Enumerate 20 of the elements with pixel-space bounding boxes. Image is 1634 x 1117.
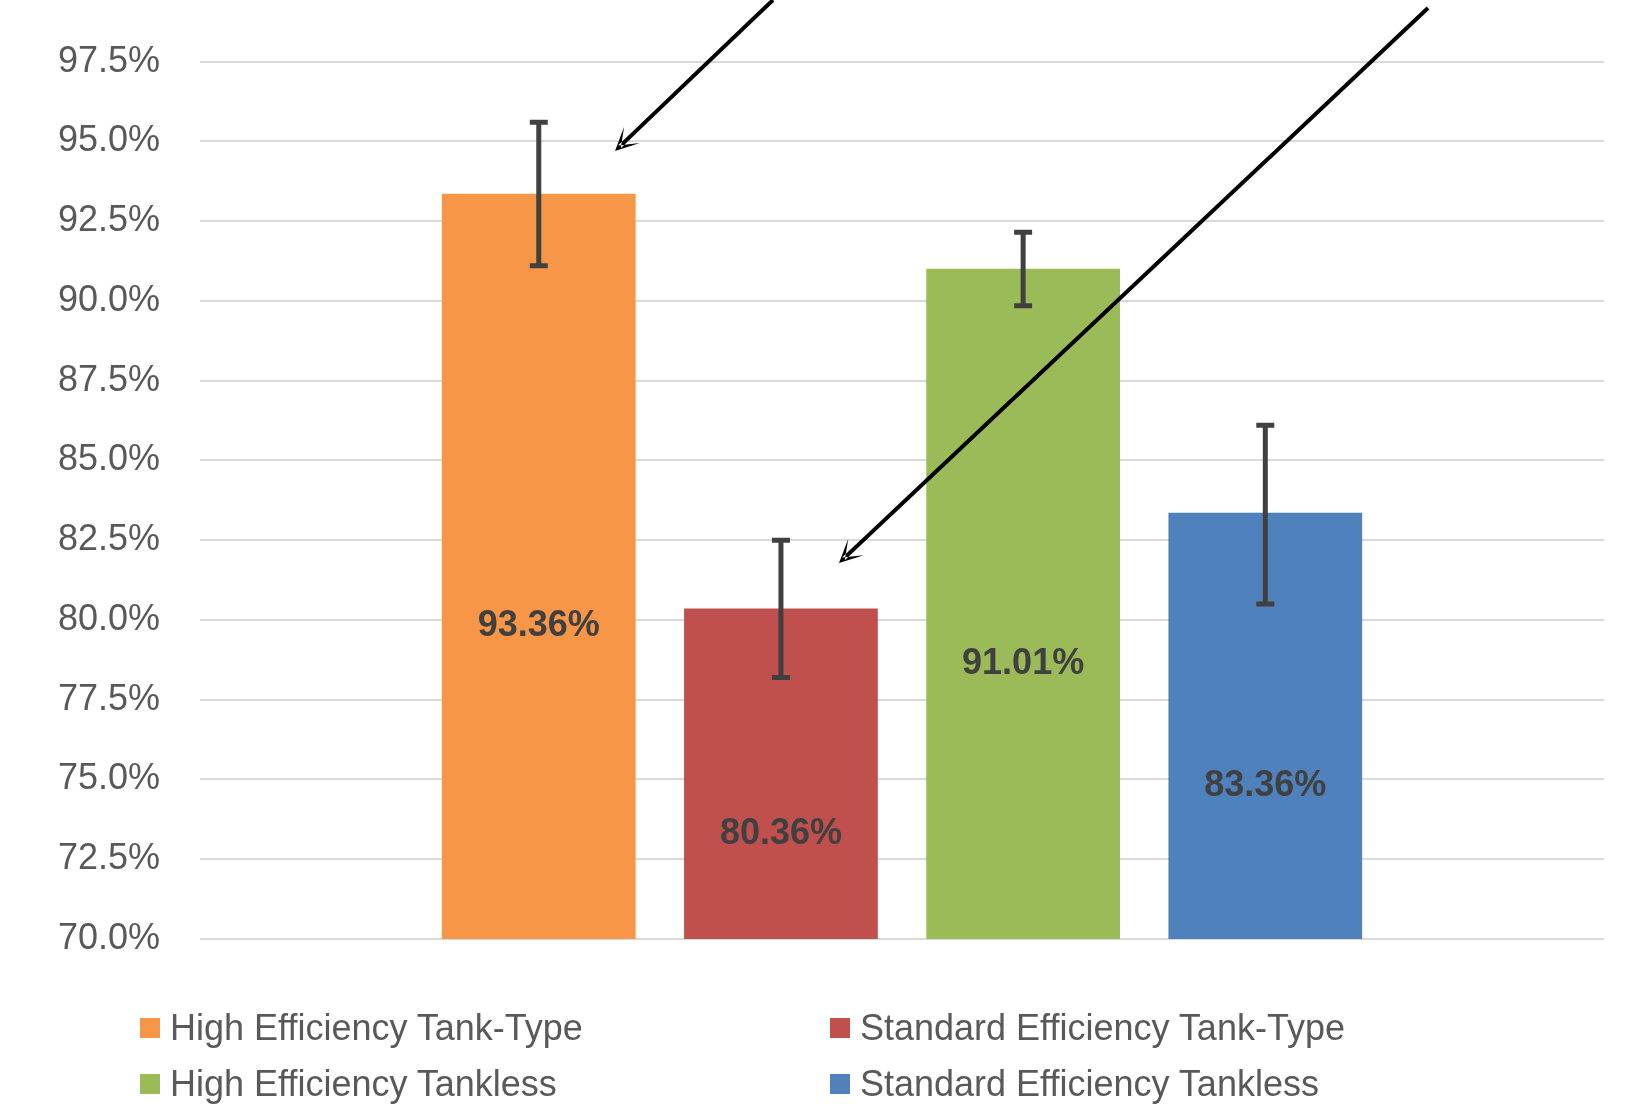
legend-label: High Efficiency Tankless bbox=[170, 1063, 557, 1105]
data-label: 83.36% bbox=[1204, 762, 1327, 804]
y-tick-label: 87.5% bbox=[58, 357, 161, 399]
legend-label: Standard Efficiency Tank-Type bbox=[860, 1007, 1345, 1049]
legend-label: High Efficiency Tank-Type bbox=[170, 1007, 583, 1049]
y-tick-label: 72.5% bbox=[58, 836, 161, 878]
y-tick-label: 85.0% bbox=[58, 437, 161, 479]
y-tick-label: 97.5% bbox=[58, 38, 161, 80]
data-label: 93.36% bbox=[477, 603, 600, 645]
y-tick-label: 75.0% bbox=[58, 756, 161, 798]
y-tick-label: 90.0% bbox=[58, 277, 161, 319]
y-tick-label: 92.5% bbox=[58, 198, 161, 240]
y-tick-label: 70.0% bbox=[58, 915, 161, 957]
legend-label: Standard Efficiency Tankless bbox=[860, 1063, 1319, 1105]
y-tick-label: 95.0% bbox=[58, 118, 161, 160]
data-label: 80.36% bbox=[719, 810, 842, 852]
y-tick-label: 82.5% bbox=[58, 517, 161, 559]
y-tick-label: 77.5% bbox=[58, 676, 161, 718]
data-label: 91.01% bbox=[962, 640, 1085, 682]
y-tick-label: 80.0% bbox=[58, 596, 161, 638]
